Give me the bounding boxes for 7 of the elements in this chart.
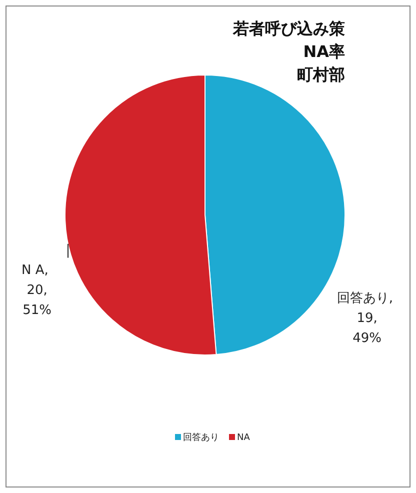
text: 町村部 — [297, 65, 345, 84]
data-label: 回答あり, 19, 49% — [336, 290, 394, 346]
chart-title: 若者呼び込み策 — [232, 19, 345, 38]
data-label: N A, 20, 51% — [18, 262, 52, 318]
legend-label: NA — [237, 433, 251, 443]
legend-label: 回答あり — [183, 432, 219, 443]
chart-subtitle: NA率 — [303, 42, 345, 61]
